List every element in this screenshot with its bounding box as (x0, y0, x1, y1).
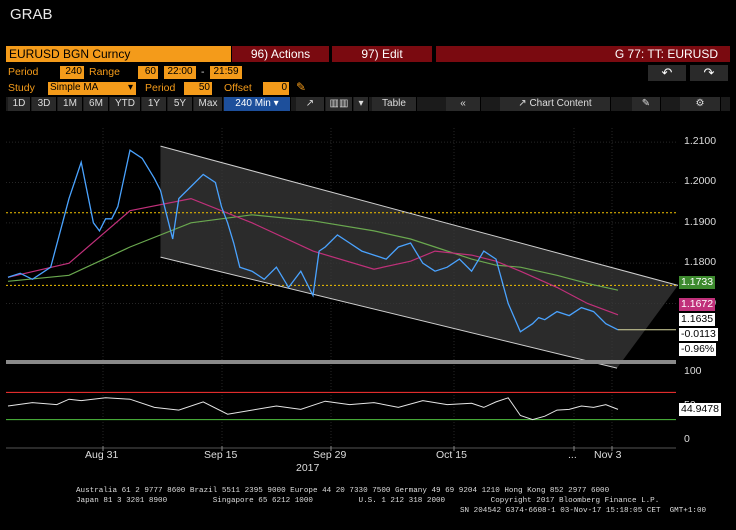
channel-lower-line (160, 256, 618, 369)
price-y-tick-label: 1.1900 (684, 215, 717, 228)
ma-short-line (7, 197, 619, 316)
footer-line-3: SN 204542 G374-6608-1 03-Nov-17 15:18:05… (460, 507, 707, 515)
table-button[interactable]: Table (372, 97, 417, 111)
oscillator-y-tick-label: 0 (684, 433, 690, 445)
study-dropdown[interactable]: Simple MA ▾ (48, 82, 136, 95)
range-button-1m[interactable]: 1M (58, 97, 83, 111)
panel-divider (6, 360, 676, 364)
period-label: Period (8, 66, 39, 78)
footer-line-1: Australia 61 2 9777 8600 Brazil 5511 239… (76, 487, 610, 495)
range-button-1d[interactable]: 1D (8, 97, 31, 111)
x-tick-label: Sep 29 (313, 449, 347, 461)
interval-dropdown[interactable]: 240 Min ▾ (224, 97, 291, 111)
dropdown-arrow-icon: ▾ (273, 98, 279, 109)
price-line (7, 149, 619, 333)
x-tick-label: Oct 15 (436, 449, 467, 461)
offset-field[interactable]: 0 (263, 82, 289, 95)
interval-value: 240 Min (235, 98, 271, 109)
channel-upper-line (160, 145, 679, 286)
chart-content-label: Chart Content (529, 98, 592, 109)
offset-label: Offset (224, 82, 252, 94)
period-row: Period (8, 66, 38, 78)
tick-marks (102, 446, 613, 451)
oscillator-y-tick-label: 100 (684, 365, 702, 377)
annotate-icon[interactable]: ✎ (632, 97, 661, 111)
start-time-field[interactable]: 22:00 (164, 66, 196, 79)
chart-type-arrow-icon[interactable]: ▾ (354, 97, 369, 111)
x-tick-label: Nov 3 (594, 449, 622, 461)
study-period-field[interactable]: 50 (184, 82, 212, 95)
x-tick-label: Aug 31 (85, 449, 119, 461)
pencil-icon[interactable]: ✎ (296, 80, 307, 94)
ma-long-value-tag: 1.1733 (679, 276, 716, 289)
oscillator-line (7, 397, 619, 421)
end-time-field[interactable]: 21:59 (210, 66, 242, 79)
year-label: 2017 (296, 462, 320, 474)
study-period-label: Period (145, 82, 176, 94)
collapse-left-icon[interactable]: « (446, 97, 481, 111)
actions-menu-button[interactable]: 96) Actions (232, 46, 329, 62)
range-dash: - (201, 66, 205, 78)
settings-gear-icon[interactable]: ⚙ (680, 97, 721, 111)
ma-short-value-tag: 1.1672 (679, 298, 716, 311)
undo-icon[interactable]: ↶ (648, 65, 686, 81)
range-button-3d[interactable]: 3D (32, 97, 57, 111)
range-button-1y[interactable]: 1Y (142, 97, 167, 111)
candlestick-icon[interactable]: ▥▥ (326, 97, 353, 111)
range-button-ytd[interactable]: YTD (110, 97, 141, 111)
chart-content-icon: ↗ (518, 98, 527, 109)
security-field[interactable]: EURUSD BGN Curncy (6, 46, 231, 62)
price-y-tick-label: 1.1800 (684, 256, 717, 269)
price-y-tick-label: 1.2100 (684, 135, 717, 148)
change-value-tag: -0.0113 (679, 328, 718, 341)
line-chart-icon[interactable]: ↗ (296, 97, 325, 111)
range-label: Range (89, 66, 120, 78)
range-field[interactable]: 60 (138, 66, 158, 79)
change-pct-tag: -0.96% (679, 343, 717, 356)
price-value-tag: 1.1635 (679, 313, 716, 326)
period-field[interactable]: 240 (60, 66, 84, 79)
ma-long-line (7, 214, 619, 291)
oscillator-value-tag: 44.9478 (679, 403, 721, 416)
range-button-5y[interactable]: 5Y (168, 97, 193, 111)
range-button-6m[interactable]: 6M (84, 97, 109, 111)
chart-content-button[interactable]: ↗ Chart Content (500, 97, 611, 111)
study-value: Simple MA (50, 82, 99, 93)
redo-icon[interactable]: ↷ (690, 65, 728, 81)
graph-id-label: G 77: TT: EURUSD (436, 46, 730, 62)
range-button-max[interactable]: Max (194, 97, 223, 111)
x-tick-label: Sep 15 (204, 449, 238, 461)
study-label: Study (8, 82, 35, 94)
dropdown-arrow-icon: ▾ (127, 82, 133, 93)
x-tick-label: ... (568, 449, 577, 461)
app-title: GRAB (10, 6, 53, 23)
edit-menu-button[interactable]: 97) Edit (332, 46, 432, 62)
footer-line-2: Japan 81 3 3201 8900 Singapore 65 6212 1… (76, 497, 660, 505)
price-y-tick-label: 1.2000 (684, 175, 717, 188)
